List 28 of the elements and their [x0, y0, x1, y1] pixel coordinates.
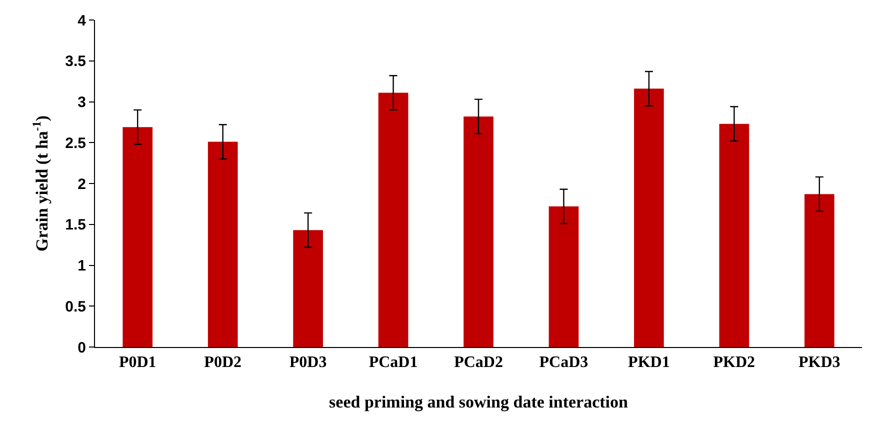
bar — [804, 194, 834, 347]
y-tick-label: 0 — [78, 339, 86, 356]
x-tick-label: P0D3 — [289, 354, 327, 372]
x-tick-label: P0D1 — [118, 354, 156, 372]
y-tick-label: 2.5 — [65, 134, 86, 152]
y-tick-label: 1.5 — [65, 216, 86, 234]
y-tick-label: 0.5 — [65, 298, 86, 316]
bar — [293, 230, 323, 347]
x-tick-label: P0D2 — [204, 354, 242, 372]
x-tick-label: PKD3 — [798, 354, 840, 372]
x-axis-title: seed priming and sowing date interaction — [329, 392, 629, 412]
bar — [634, 88, 664, 347]
bar — [719, 124, 750, 347]
y-tick-label: 4 — [78, 12, 87, 30]
x-tick-label: PKD1 — [628, 354, 670, 372]
bar — [378, 92, 408, 347]
bar — [464, 116, 494, 347]
bar — [122, 127, 153, 347]
y-tick-label: 3 — [78, 94, 86, 111]
bar — [548, 206, 579, 347]
x-tick-label: PCaD1 — [368, 354, 418, 372]
y-tick-label: 2 — [78, 176, 86, 193]
x-tick-label: PCaD3 — [539, 354, 588, 372]
x-tick-label: PCaD2 — [454, 354, 503, 372]
bar — [208, 142, 238, 347]
x-tick-label: PKD2 — [713, 354, 756, 372]
y-tick-label: 3.5 — [65, 53, 86, 70]
y-tick-label: 1 — [78, 258, 86, 274]
